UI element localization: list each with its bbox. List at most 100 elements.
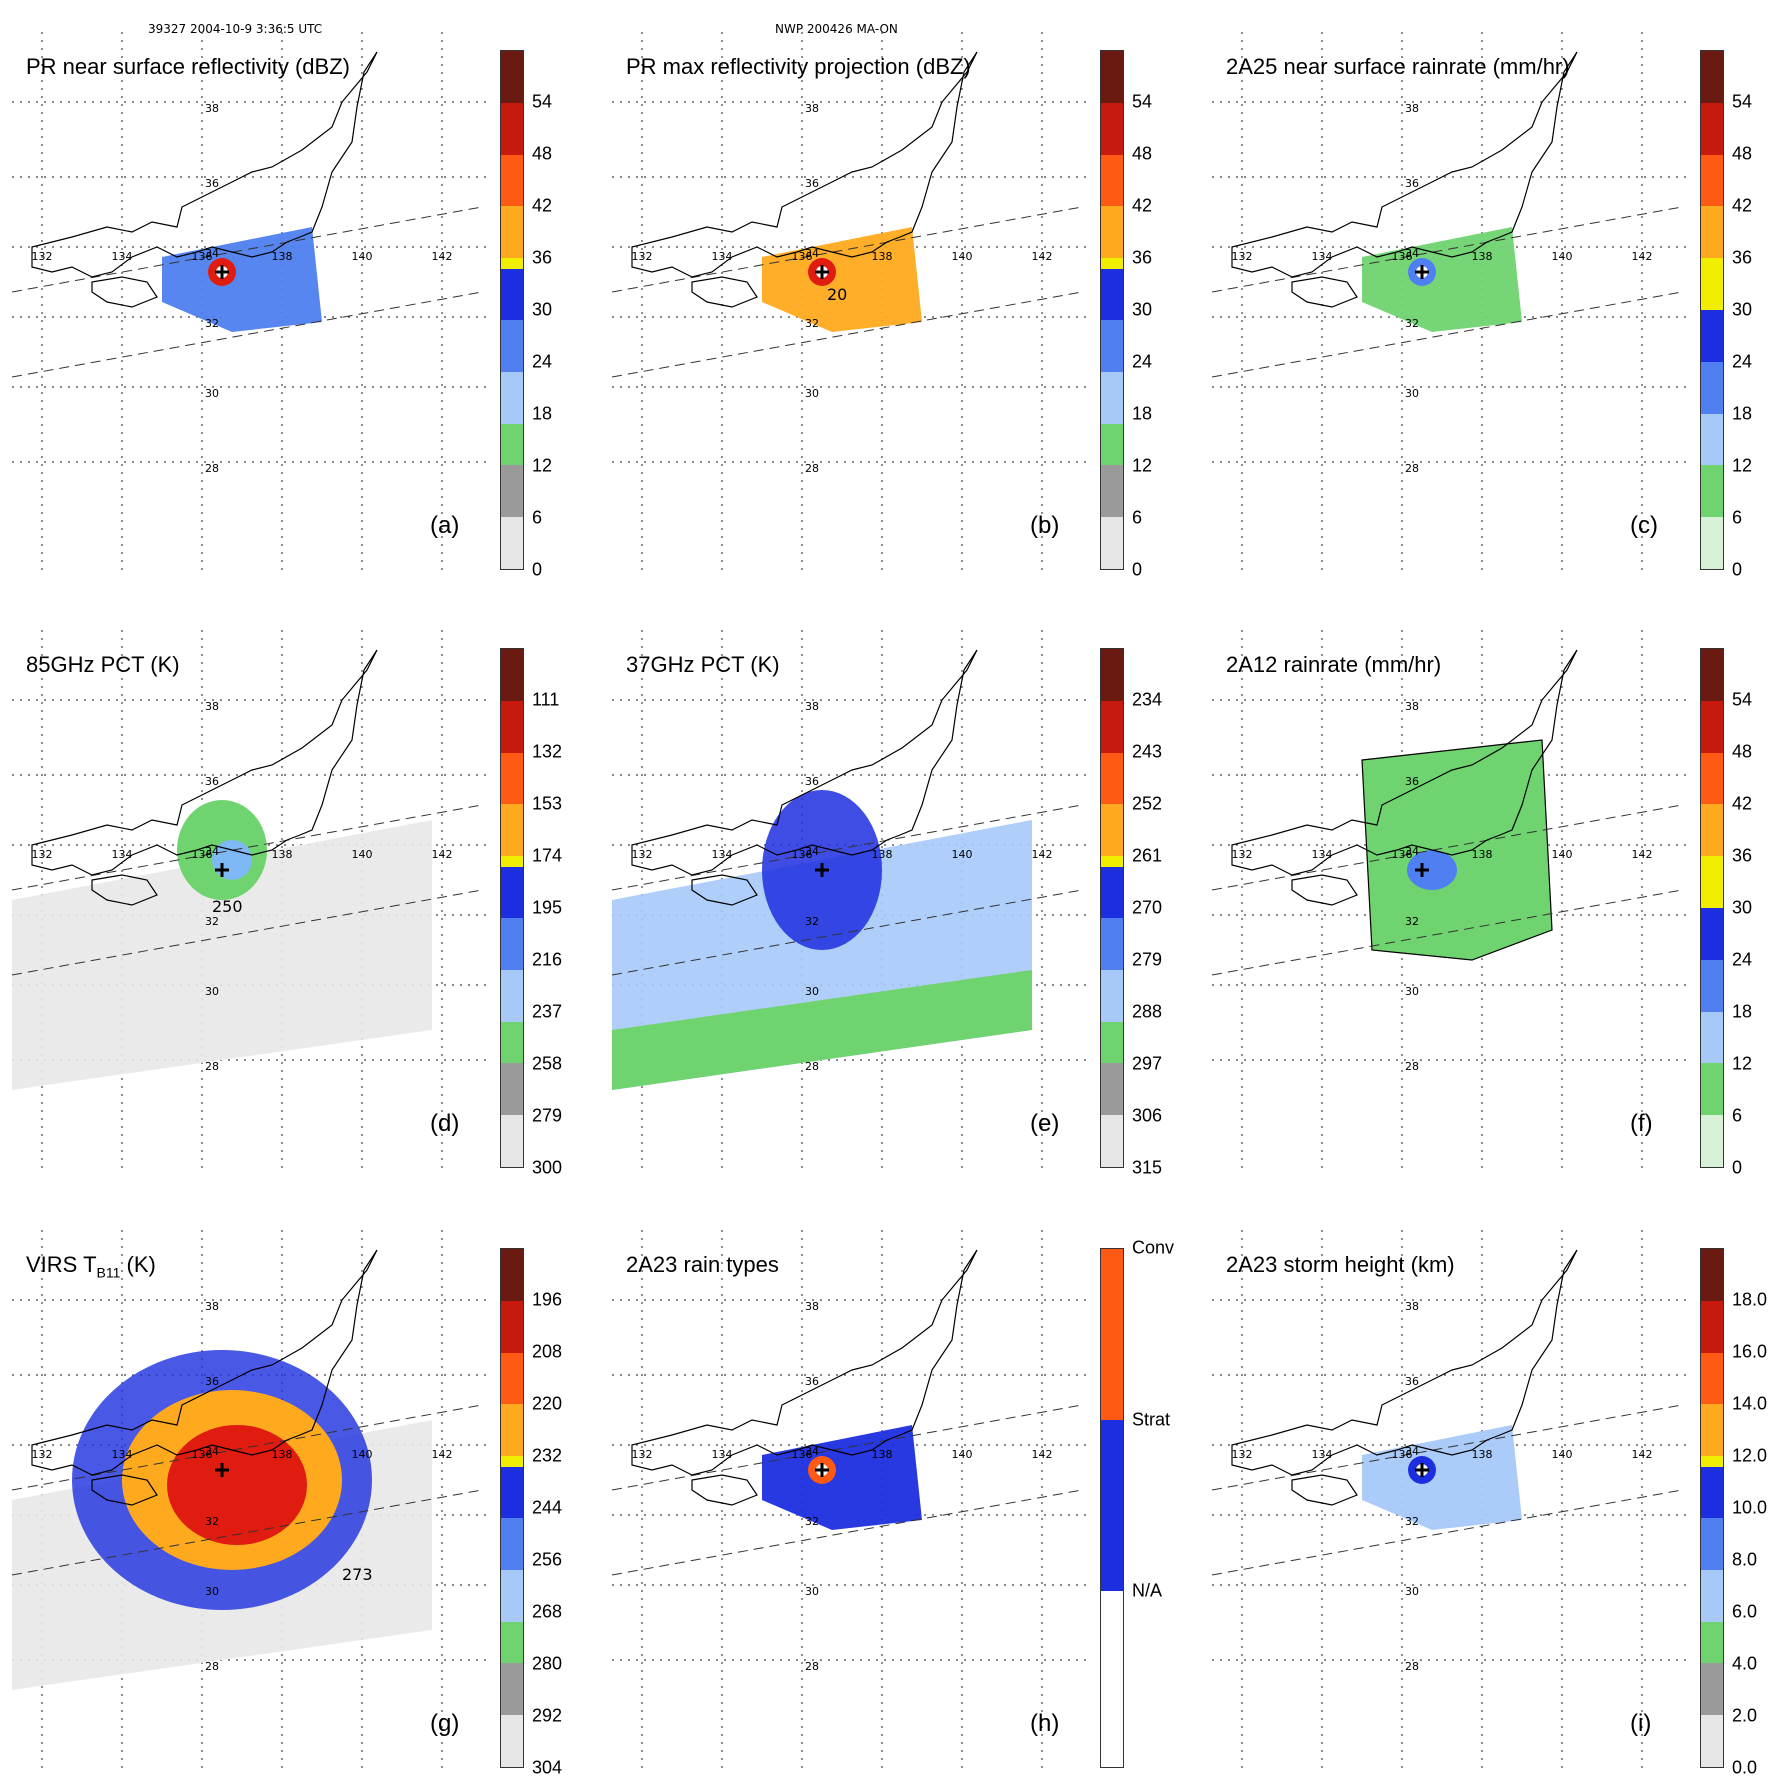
lat-label-38: 38 — [1405, 102, 1419, 115]
colorbar-tick-a: 42 — [532, 195, 553, 216]
colorbar-segment — [501, 320, 523, 373]
lat-label-32: 32 — [805, 915, 819, 928]
colorbar-segment — [501, 1115, 523, 1167]
lon-label-136: 136 — [792, 1448, 813, 1461]
header-center: NWP 200426 MA-ON — [775, 22, 898, 36]
coastline-shikoku — [1291, 276, 1358, 308]
colorbar-tick-g: 244 — [532, 1497, 563, 1518]
colorbar-segment — [501, 866, 523, 919]
lat-label-34: 34 — [805, 1445, 819, 1458]
colorbar-segment — [1701, 206, 1723, 259]
coastline-honshu — [631, 649, 978, 876]
colorbar-tick-i: 18.0 — [1732, 1289, 1768, 1310]
coastline-shikoku — [1291, 874, 1358, 906]
colorbar-tick-a: 12 — [532, 455, 553, 476]
lon-label-142: 142 — [1632, 1448, 1653, 1461]
lat-label-30: 30 — [805, 1585, 819, 1598]
lon-label-134: 134 — [1312, 250, 1333, 263]
lon-label-140: 140 — [1552, 848, 1573, 861]
colorbar-tick-h: N/A — [1132, 1580, 1163, 1601]
panel-title-g: VIRS TB11 (K) — [26, 1252, 156, 1280]
coastline-shikoku — [691, 874, 758, 906]
colorbar-tick-b: 36 — [1132, 247, 1153, 268]
colorbar-segment — [1101, 649, 1123, 701]
pr-swath-a — [162, 227, 322, 332]
lon-label-138: 138 — [872, 848, 893, 861]
map-a: 132 134 136 138 140 142 38 36 34 32 30 28 — [11, 32, 492, 572]
panel-c: 132 134 136 138 140 142 38 36 34 32 30 28 2A25 near … — [1200, 20, 1760, 590]
colorbar-segment — [1701, 700, 1723, 753]
colorbar-tick-g: 232 — [532, 1445, 563, 1466]
panel-label-e: (e) — [1030, 1110, 1060, 1137]
colorbar-segment — [1701, 310, 1723, 362]
colorbar-tick-g: 268 — [532, 1601, 563, 1622]
colorbar-segment — [501, 1663, 523, 1716]
lon-label-142: 142 — [1632, 250, 1653, 263]
colorbar-tick-b: 6 — [1132, 507, 1143, 528]
colorbar-f — [1700, 648, 1724, 1168]
colorbar-tick-c: 48 — [1732, 143, 1753, 164]
colorbar-tick-f: 42 — [1732, 793, 1753, 814]
panel-i: 132 134 136 138 140 142 38 36 34 32 30 28 2A23 storm… — [1200, 1218, 1767, 1788]
colorbar-segment — [501, 1063, 523, 1116]
lat-label-36: 36 — [205, 177, 219, 190]
lat-label-36: 36 — [1405, 1375, 1419, 1388]
coastline-shikoku — [91, 276, 158, 308]
pr-swath-h — [762, 1425, 922, 1530]
colorbar-segment — [501, 517, 523, 569]
lon-label-134: 134 — [1312, 1448, 1333, 1461]
lon-label-140: 140 — [952, 1448, 973, 1461]
lon-label-140: 140 — [1552, 1448, 1573, 1461]
lon-label-134: 134 — [112, 250, 133, 263]
lon-label-134: 134 — [712, 250, 733, 263]
lat-label-28: 28 — [805, 1660, 819, 1673]
panel-title-b: PR max reflectivity projection (dBZ) — [626, 54, 971, 80]
lat-label-30: 30 — [1405, 1585, 1419, 1598]
colorbar-segment — [501, 1466, 523, 1519]
panel-title-f: 2A12 rainrate (mm/hr) — [1226, 652, 1441, 678]
map-f: 132 134 136 138 140 142 38 36 34 32 30 28 — [1211, 630, 1692, 1170]
lat-label-36: 36 — [805, 1375, 819, 1388]
colorbar-tick-h: Strat — [1132, 1409, 1171, 1430]
colorbar-segment — [1101, 465, 1123, 518]
colorbar-segment — [1701, 517, 1723, 569]
colorbar-segment — [501, 258, 523, 269]
colorbar-tick-i: 8.0 — [1732, 1549, 1758, 1570]
colorbar-tick-a: 30 — [532, 299, 553, 320]
colorbar-tick-d: 300 — [532, 1157, 563, 1178]
colorbar-tick-i: 16.0 — [1732, 1341, 1768, 1362]
lon-label-136: 136 — [1392, 1448, 1413, 1461]
colorbar-tick-b: 24 — [1132, 351, 1153, 372]
colorbar-tick-c: 30 — [1732, 299, 1753, 320]
colorbar-segment — [501, 752, 523, 805]
storm-center-cross — [1415, 265, 1429, 279]
lat-label-28: 28 — [1405, 1060, 1419, 1073]
coastline-honshu — [631, 51, 978, 278]
colorbar-segment — [1701, 1011, 1723, 1064]
panel-g: 132 134 136 138 140 142 38 36 34 32 30 28 273 VIRS TB… — [0, 1218, 563, 1788]
colorbar-c — [1700, 50, 1724, 570]
colorbar-segment — [1101, 1021, 1123, 1064]
contour-label-g: 273 — [342, 1565, 373, 1584]
lon-label-138: 138 — [272, 848, 293, 861]
colorbar-segment — [1701, 1249, 1723, 1301]
colorbar-segment — [1101, 102, 1123, 155]
lon-label-134: 134 — [1312, 848, 1333, 861]
colorbar-tick-b: 42 — [1132, 195, 1153, 216]
colorbar-segment — [1101, 1115, 1123, 1167]
panel-title-h: 2A23 rain types — [626, 1252, 779, 1278]
lat-label-30: 30 — [805, 387, 819, 400]
colorbar-tick-a: 18 — [532, 403, 553, 424]
colorbar-tick-f: 30 — [1732, 897, 1753, 918]
colorbar-tick-f: 36 — [1732, 845, 1753, 866]
lon-label-140: 140 — [952, 848, 973, 861]
lon-label-138: 138 — [1472, 250, 1493, 263]
lat-label-36: 36 — [205, 775, 219, 788]
lat-label-30: 30 — [805, 985, 819, 998]
lon-label-132: 132 — [632, 848, 653, 861]
colorbar-tick-g: 196 — [532, 1289, 563, 1310]
lat-label-28: 28 — [805, 462, 819, 475]
colorbar-segment — [501, 51, 523, 103]
lon-label-138: 138 — [1472, 848, 1493, 861]
colorbar-a — [500, 50, 524, 570]
